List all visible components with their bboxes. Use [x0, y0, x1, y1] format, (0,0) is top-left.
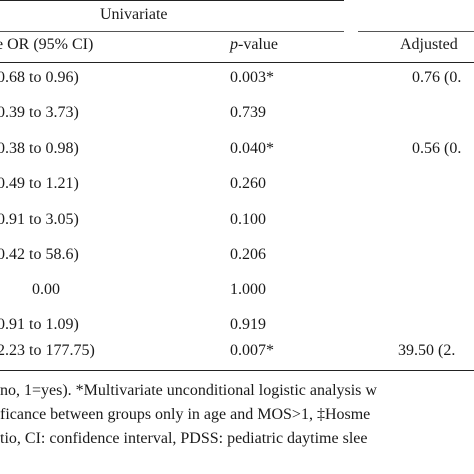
ci-cell: 0.00 [32, 281, 60, 298]
ci-cell: 0.38 to 0.98) [0, 140, 79, 157]
p-italic: p [230, 36, 238, 53]
ci-cell: 0.91 to 1.09) [0, 316, 79, 333]
p-cell: 0.003* [230, 69, 274, 86]
ci-cell: 0.91 to 3.05) [0, 211, 79, 228]
p-cell: 0.100 [230, 211, 266, 228]
ci-cell: 0.49 to 1.21) [0, 175, 79, 192]
table-bottom-rule [0, 370, 474, 371]
adjusted-cell: 39.50 (2. [398, 342, 456, 359]
p-value-suffix: -value [238, 36, 278, 53]
footnote-line-2: ficance between groups only in age and M… [0, 406, 371, 423]
ci-cell: 0.42 to 58.6) [0, 246, 79, 263]
or-column-header: e OR (95% CI) [0, 36, 94, 53]
header-bottom-rule [0, 62, 474, 63]
table-top-rule-left [0, 0, 344, 1]
p-cell: 0.007* [230, 342, 274, 359]
p-cell: 0.260 [230, 175, 266, 192]
ci-cell: 0.39 to 3.73) [0, 104, 79, 121]
p-cell: 0.919 [230, 316, 266, 333]
adjusted-cell: 0.76 (0. [412, 69, 462, 86]
footnote-line-1: no, 1=yes). *Multivariate unconditional … [0, 382, 377, 399]
adjusted-column-header: Adjusted [400, 36, 458, 53]
ci-cell: 0.68 to 0.96) [0, 69, 79, 86]
p-cell: 1.000 [230, 281, 266, 298]
p-value-column-header: p-value [230, 36, 278, 54]
p-cell: 0.040* [230, 140, 274, 157]
adjusted-cell: 0.56 (0. [412, 140, 462, 157]
adjusted-underline [358, 31, 474, 32]
p-cell: 0.206 [230, 246, 266, 263]
p-cell: 0.739 [230, 104, 266, 121]
univariate-group-header: Univariate [100, 6, 168, 23]
ci-cell: 2.23 to 177.75) [0, 342, 95, 359]
univariate-underline [0, 31, 344, 32]
footnote-line-3: tio, CI: confidence interval, PDSS: pedi… [0, 430, 368, 447]
